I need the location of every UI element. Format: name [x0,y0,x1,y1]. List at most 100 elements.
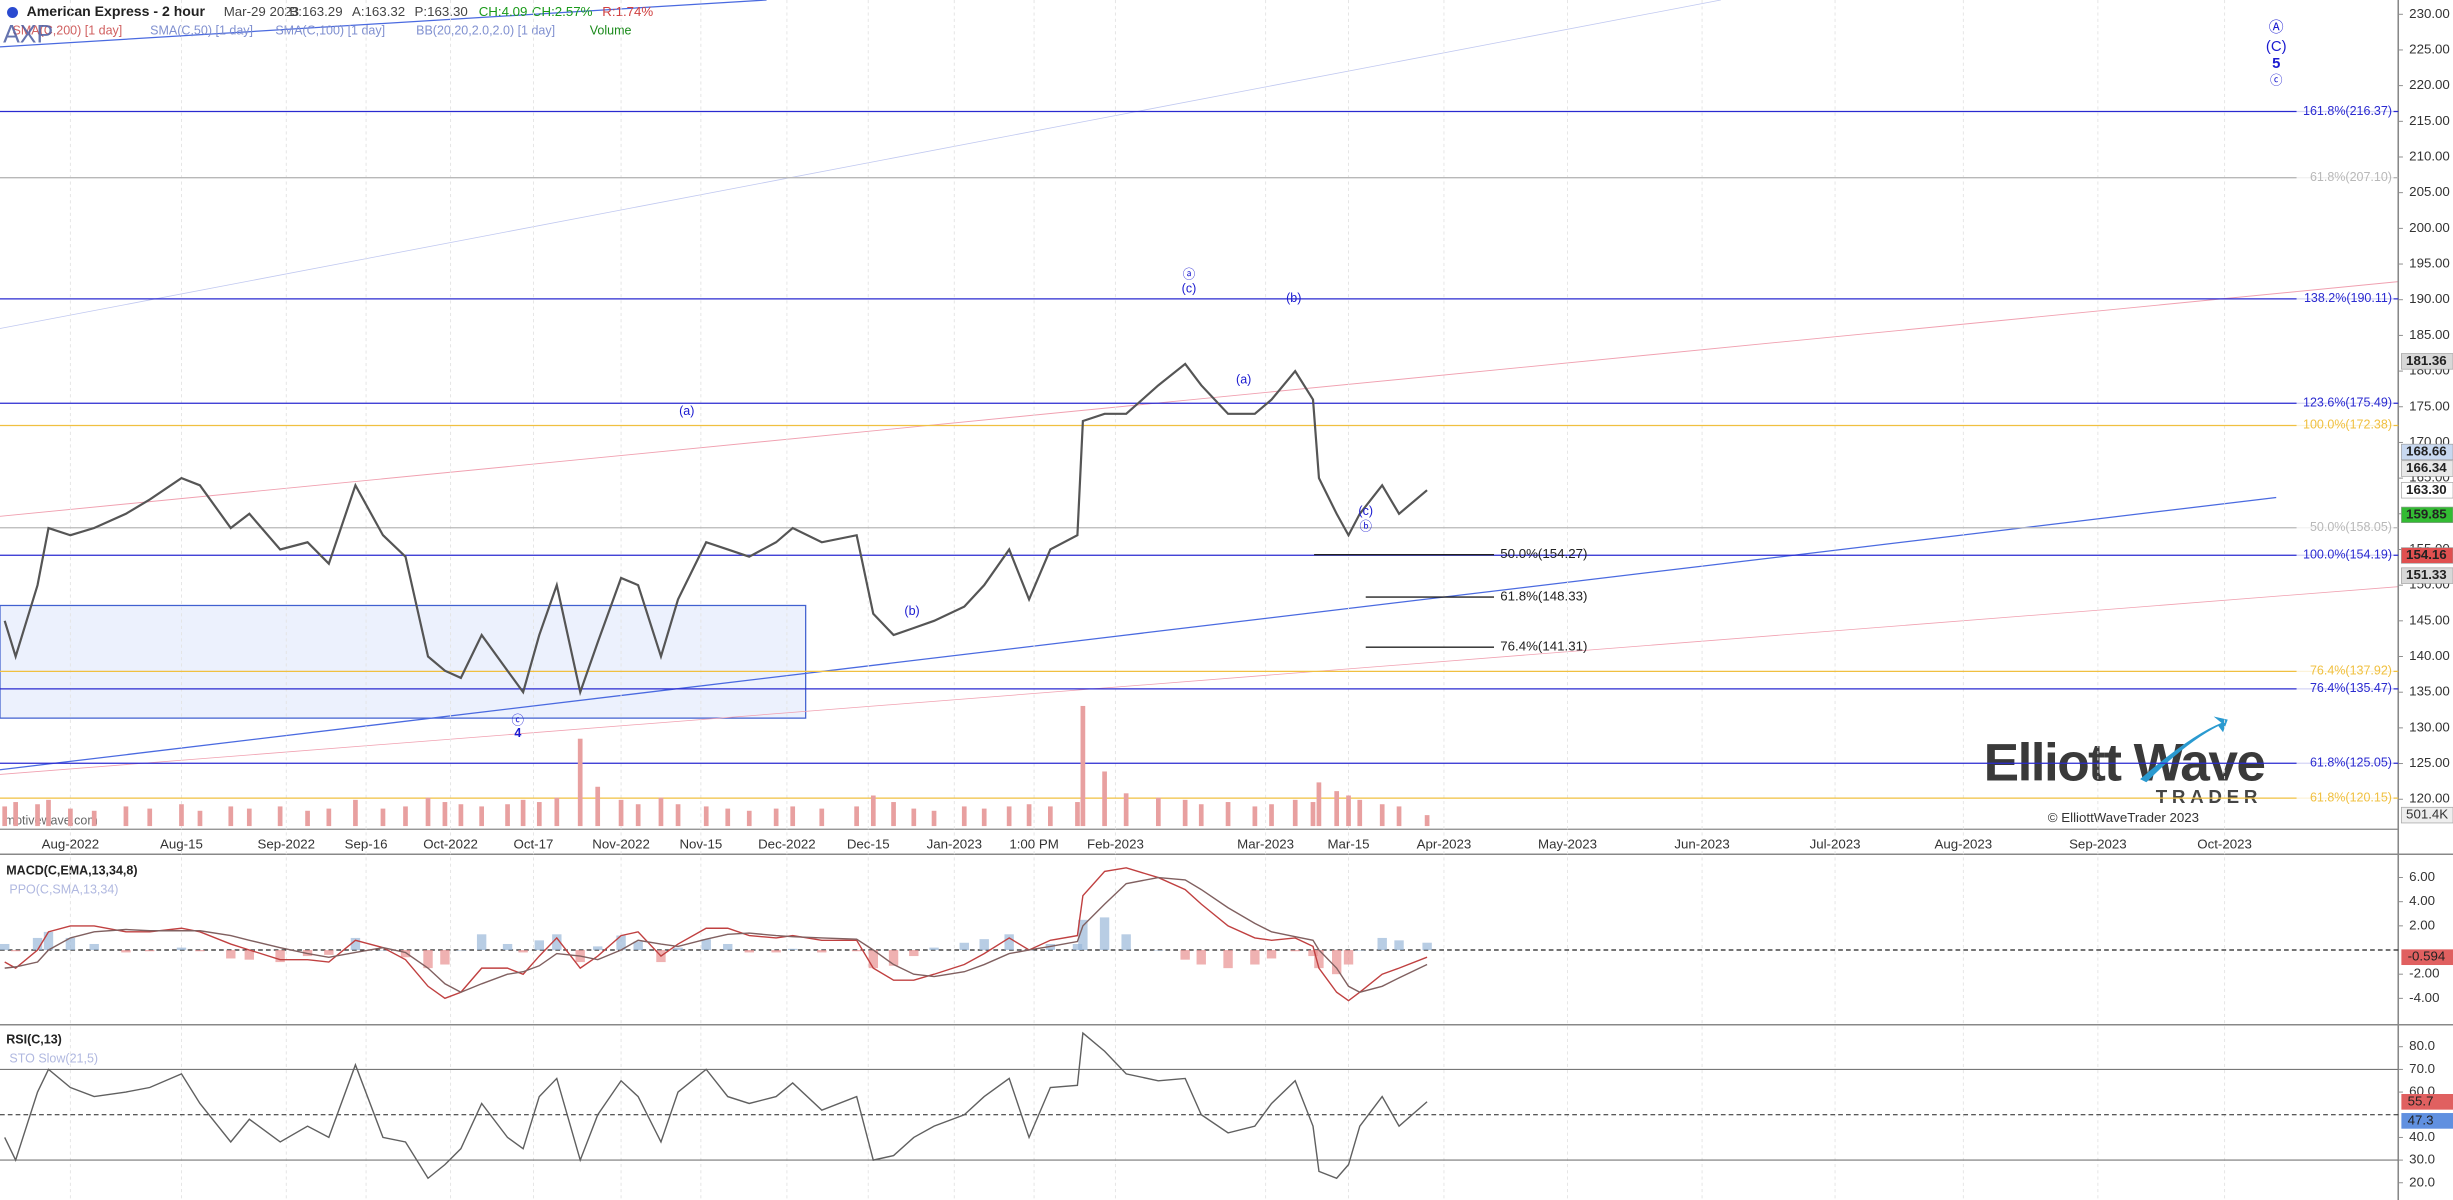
y-tick-label: 20.0 [2409,1174,2435,1189]
volume-bar [1310,802,1316,827]
macd-histogram [244,950,254,960]
header-title: American Express - 2 hour [27,3,206,19]
x-tick-label: Apr-2023 [1417,836,1472,851]
macd-histogram [226,950,236,959]
volume-bar [479,806,484,827]
y-tick-label: 185.00 [2409,327,2450,342]
volume-bar [746,810,752,827]
price-tag: 163.30 [2406,482,2447,497]
y-tick-label: 230.00 [2409,6,2450,21]
value-tag: 55.7 [2408,1093,2434,1108]
macd-histogram [145,950,155,952]
x-tick-label: Sep-16 [345,836,388,851]
volume-bar [911,808,917,827]
macd-line [4,876,1428,994]
fib-label: 123.6%(175.49) [2303,396,2392,410]
wave-label: ⓒ [512,714,525,728]
value-tag-bg [2401,949,2453,966]
volume-bar [1292,799,1298,827]
fib-label: 61.8%(120.15) [2310,790,2392,804]
macd-histogram [673,947,683,951]
wave-label: (a) [679,404,694,418]
indicator-label: SMA(C,200) [1 day] [13,24,123,38]
price-tag-bg [2401,482,2453,499]
rsi-line [4,1031,1428,1180]
volume-bar [2,806,8,827]
macd-histogram [788,948,798,951]
volume-bar [536,802,542,827]
volume-bar [68,808,73,827]
volume-bar [891,802,896,827]
macd-histogram [350,937,361,951]
volume-bar [277,806,283,827]
macd-histogram [176,947,187,951]
header-range: R:1.74% [602,4,653,19]
volume-bar [442,802,448,827]
volume-bar [1357,799,1363,827]
volume-bar [1225,802,1231,827]
volume-bar [520,799,526,827]
volume-bar [1396,806,1402,827]
volume-bar [1006,806,1012,827]
trend-line [0,496,2277,771]
symbol: AXP [3,21,53,49]
macd-histogram [868,950,879,969]
volume-bar [1182,799,1188,827]
y-tick-label: 125.00 [2409,755,2450,770]
trend-line [0,281,2399,517]
y-tick-label: 130.00 [2409,719,2450,734]
x-tick-label: Nov-2022 [592,836,650,851]
header-price: P:163.30 [415,4,468,19]
trend-line [0,0,1721,329]
value-tag: 47.3 [2408,1112,2434,1127]
macd-histogram [1343,950,1354,965]
wave-label: 4 [514,726,521,740]
y-tick-label: 40.0 [2409,1129,2435,1144]
fib-label-bg [2296,520,2394,535]
x-tick-label: Dec-15 [847,836,890,851]
fib-label-bg [2296,396,2394,411]
volume-bar [1080,705,1086,827]
macd-histogram [518,950,528,953]
volume-tag: 501.4K [2406,807,2448,822]
y-tick-label: 225.00 [2409,41,2450,56]
x-tick-label: Nov-15 [679,836,722,851]
fib-label: 100.0%(172.38) [2303,418,2392,432]
y-tick-label: 140.00 [2409,648,2450,663]
x-tick-label: 1:00 PM [1009,836,1058,851]
volume-bar [577,738,583,827]
wave-label: ⓐ [1183,268,1196,282]
header-date: Mar-29 2023 [224,4,299,19]
volume-bar [819,808,825,827]
wave-label: 5 [2272,56,2280,72]
volume-bar [1198,804,1204,827]
volume-bar [380,808,386,827]
panel-subtitle: STO Slow(21,5) [9,1051,98,1065]
fib-label: 61.8%(125.05) [2310,755,2392,769]
volume-bar [618,799,624,827]
macd-histogram [1223,950,1233,969]
indicator-label: SMA(C,50) [1 day] [150,24,253,38]
volume-bar [870,795,876,827]
volume-bar [46,799,51,827]
macd-line [4,867,1428,1002]
y-tick-label: 175.00 [2409,398,2450,413]
macd-histogram [502,943,513,951]
volume-bar [505,804,510,827]
volume-bar [1075,802,1080,827]
volume-bar [179,804,184,827]
macd-histogram [1078,919,1088,951]
macd-histogram [817,950,827,953]
x-tick-label: Jul-2023 [1810,836,1861,851]
price-tag-bg [2401,460,2453,477]
fib-label-bg [2296,664,2394,679]
x-tick-label: Aug-15 [160,836,203,851]
fib-label: 161.8%(216.37) [2303,104,2392,118]
wave-label: ⓒ [2270,74,2283,88]
volume-bar [961,806,967,827]
volume-bar [1026,804,1032,827]
macd-histogram [929,947,939,951]
volume-bar [91,810,97,827]
